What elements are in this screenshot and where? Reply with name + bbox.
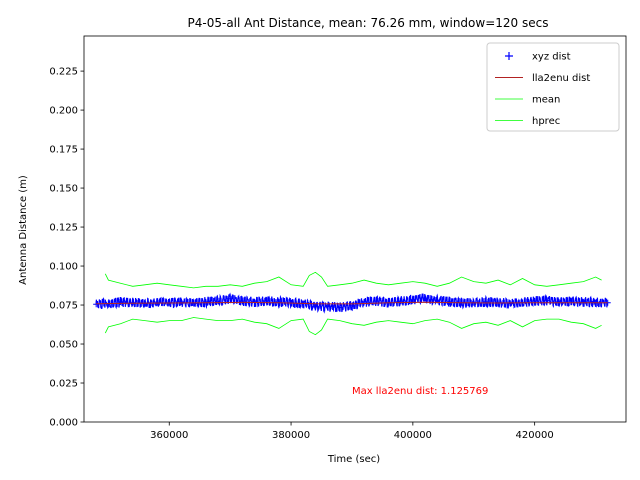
xyz-dist-point: [336, 304, 343, 311]
y-axis-label: Antenna Distance (m): [18, 175, 29, 285]
x-tick-label: 380000: [272, 430, 310, 441]
xyz-dist-point: [507, 300, 514, 307]
x-tick-label: 360000: [150, 430, 188, 441]
legend-label: xyz dist: [532, 52, 571, 63]
xyz-dist-point: [190, 300, 197, 307]
xyz-dist-point: [422, 295, 429, 302]
chart-title: P4-05-all Ant Distance, mean: 76.26 mm, …: [188, 16, 549, 30]
xyz-dist-point: [556, 298, 563, 305]
max-dist-annotation: Max lla2enu dist: 1.125769: [352, 386, 488, 397]
series-hprec: [104, 317, 602, 336]
legend-marker: [505, 52, 513, 60]
x-tick-label: 420000: [516, 430, 554, 441]
legend-box: [486, 42, 620, 132]
series-line-hprec: [104, 317, 602, 336]
legend-item-lla2enu-dist: lla2enu dist: [495, 73, 590, 84]
y-tick-label: 0.150: [49, 184, 78, 195]
series-line-mean: [104, 271, 602, 289]
axes-layer: 360000 380000 400000 420000 0.000 0.025 0.050 0…: [49, 35, 627, 441]
xyz-dist-point: [397, 298, 404, 305]
xyz-dist-point: [275, 298, 282, 305]
y-tick-label: 0.050: [49, 340, 78, 351]
y-tick-label: 0.100: [49, 262, 78, 273]
legend-item-mean: mean: [495, 95, 560, 106]
xyz-dist-point: [580, 298, 587, 305]
y-tick-label: 0.125: [49, 223, 78, 234]
legend-item-hprec: hprec: [495, 116, 560, 127]
y-tick-label: 0.225: [49, 67, 78, 78]
y-tick-label: 0.175: [49, 145, 78, 156]
xyz-dist-point: [117, 298, 124, 305]
xyz-dist-point: [324, 303, 331, 310]
xyz-dist-point: [409, 296, 416, 303]
series-line-lla2enu-dist: [96, 301, 608, 305]
y-tick-label: 0.000: [49, 418, 78, 429]
xyz-dist-point: [482, 298, 489, 305]
xyz-dist-point: [251, 298, 258, 305]
xyz-dist-point: [227, 295, 234, 302]
legend-label: mean: [532, 95, 560, 106]
y-tick-label: 0.200: [49, 106, 78, 117]
x-axis-label: Time (sec): [327, 454, 380, 465]
xyz-dist-point: [239, 298, 246, 305]
series-mean: [104, 271, 602, 289]
xyz-dist-point: [214, 298, 221, 305]
xyz-dist-point: [202, 298, 209, 305]
legend-item-xyz-dist: xyz dist: [505, 52, 571, 63]
legend: xyz dist lla2enu dist mean hprec: [486, 42, 620, 132]
y-tick-label: 0.025: [49, 379, 78, 390]
legend-label: hprec: [532, 116, 560, 127]
x-tick-label: 400000: [394, 430, 432, 441]
xyz-dist-point: [446, 298, 453, 305]
series-lla2enu-dist: [96, 301, 608, 305]
legend-label: lla2enu dist: [532, 73, 590, 84]
series-layer: [93, 271, 611, 336]
y-tick-label: 0.075: [49, 301, 78, 312]
xyz-dist-point: [312, 303, 319, 310]
xyz-dist-point: [178, 298, 185, 305]
plot-frame: [83, 35, 627, 423]
